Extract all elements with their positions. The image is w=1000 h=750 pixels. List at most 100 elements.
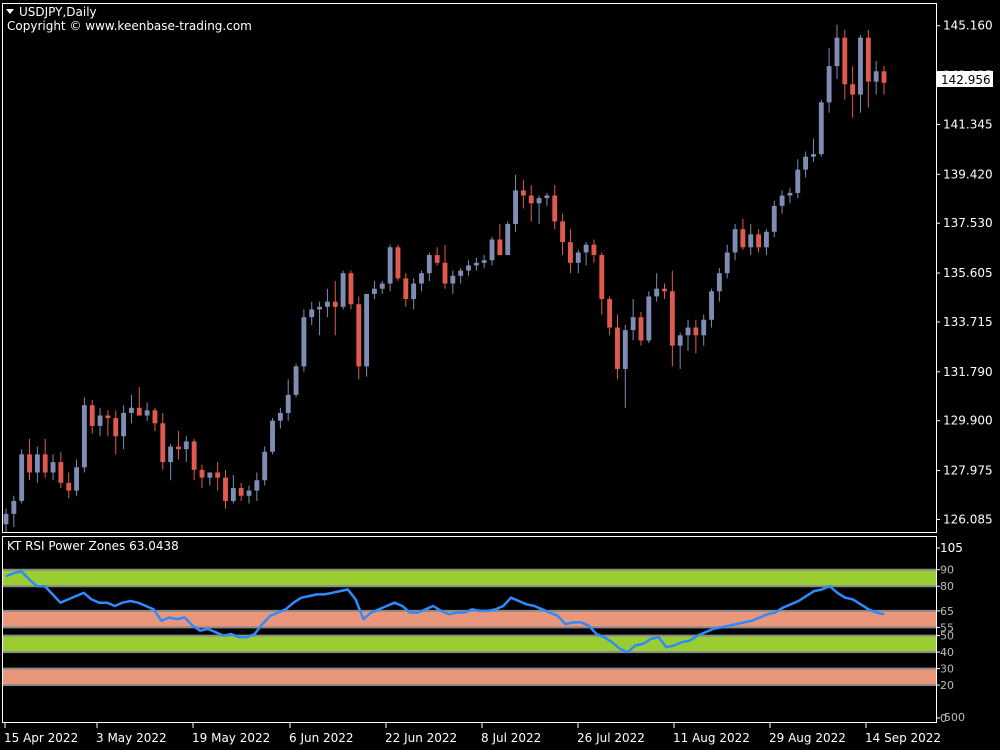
candle-body [426, 255, 432, 274]
candle-body [27, 454, 32, 473]
candle-body [513, 190, 518, 224]
candle-body [419, 273, 424, 284]
rsi-tick-label: 80 [940, 580, 954, 593]
rsi-zones [3, 568, 936, 687]
candle-body [450, 275, 456, 284]
candle-body [881, 71, 887, 83]
rsi-panel-frame [2, 536, 937, 723]
candle-body [779, 195, 785, 206]
candle-body [66, 482, 72, 491]
candle-body [50, 462, 56, 473]
candle-body [183, 441, 189, 450]
candle-body [599, 255, 605, 300]
candle-body [387, 247, 393, 284]
candle-body [709, 291, 714, 320]
candle-body [364, 293, 370, 367]
candle-body [246, 490, 252, 496]
candle-body [270, 420, 275, 452]
candle-body [215, 472, 221, 478]
candle-body [356, 304, 362, 367]
candle-body [324, 301, 330, 307]
candle-body [528, 195, 534, 204]
rsi-zone [3, 610, 936, 628]
candle-body [309, 309, 315, 318]
candle-body [238, 488, 244, 496]
candle-body [81, 405, 87, 468]
candle-body [497, 239, 503, 256]
price-tick-label: 129.900 [943, 414, 993, 428]
candle-body [834, 37, 840, 67]
candle-body [701, 319, 707, 336]
candle-body [716, 273, 722, 292]
candle-body [160, 423, 166, 463]
rsi-zero-label: 500 [944, 711, 965, 724]
candle-body [285, 394, 291, 413]
candle-body [97, 415, 103, 426]
rsi-tick-label: 20 [940, 679, 954, 692]
candle-body [654, 288, 660, 297]
date-tick-label: 11 Aug 2022 [673, 731, 750, 745]
candle-body [662, 288, 667, 292]
candle-body [575, 252, 581, 263]
candle-body [858, 37, 863, 95]
candle-body [567, 242, 573, 263]
candle-body [144, 410, 150, 416]
candle-body [332, 301, 338, 307]
date-tick-label: 3 May 2022 [96, 731, 167, 745]
candle-body [795, 169, 801, 193]
candle-body [748, 234, 754, 248]
candle-body [536, 198, 542, 204]
date-tick-label: 19 May 2022 [192, 731, 270, 745]
rsi-zone [3, 635, 936, 653]
date-tick-label: 26 Jul 2022 [577, 731, 645, 745]
candle-body [191, 441, 197, 470]
candle-body [842, 37, 848, 85]
collapse-triangle-icon[interactable] [6, 9, 14, 14]
candle-body [317, 306, 323, 310]
candle-body [168, 446, 174, 463]
price-tick-label: 133.715 [943, 315, 993, 329]
candle-body [113, 418, 119, 437]
symbol-label: USDJPY,Daily [19, 5, 97, 19]
candle-body [442, 262, 448, 284]
candle-body [3, 513, 9, 525]
candle-body [379, 283, 385, 289]
price-tick-label: 139.420 [943, 167, 993, 181]
rsi-tick-label: 30 [940, 663, 954, 676]
price-panel-frame [2, 3, 937, 533]
rsi-tick-label: 0 [940, 712, 947, 725]
candle-body [591, 244, 597, 256]
candle-body [481, 260, 487, 263]
candle-body [136, 407, 142, 416]
rsi-tick-label: 55 [940, 621, 954, 634]
candle-body [763, 231, 769, 248]
candle-body [756, 234, 762, 248]
candle-body [552, 195, 558, 222]
candle-body [434, 255, 440, 263]
candle-body [74, 467, 79, 491]
rsi-tick-label: 65 [940, 605, 954, 618]
rsi-tick-label: 90 [940, 564, 954, 577]
candle-body [277, 412, 283, 421]
candle-body [583, 244, 589, 253]
price-tick-label: 127.975 [943, 464, 993, 478]
candle-body [803, 156, 809, 170]
candle-body [787, 192, 793, 196]
candle-body [732, 229, 738, 253]
rsi-tick-label: 40 [940, 646, 954, 659]
date-tick-label: 14 Sep 2022 [865, 731, 941, 745]
price-tick-label: 141.345 [943, 117, 993, 131]
current-price-marker: 142.956 [937, 71, 993, 87]
date-tick-label: 29 Aug 2022 [769, 731, 846, 745]
current-price-label: 142.956 [941, 73, 991, 87]
candle-body [505, 224, 511, 256]
date-tick-label: 15 Apr 2022 [4, 731, 78, 745]
price-tick-label: 145.160 [943, 19, 993, 33]
rsi-zone [3, 668, 936, 686]
rsi-tick-label: 50 [940, 630, 954, 643]
candle-body [685, 327, 691, 336]
candle-body [411, 283, 417, 300]
candle-body [638, 317, 644, 341]
candle-body [669, 291, 675, 346]
candle-body [693, 327, 699, 336]
